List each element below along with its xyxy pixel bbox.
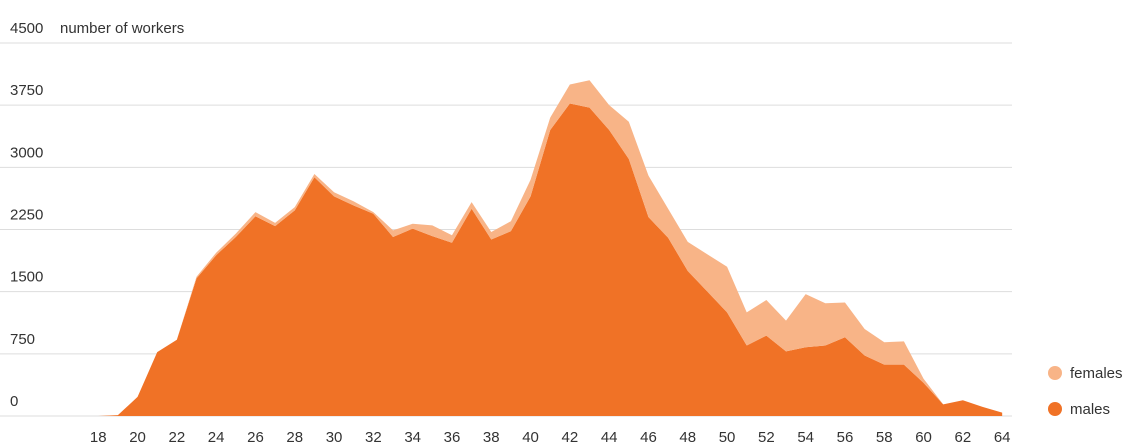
- y-tick-label: 750: [10, 331, 35, 348]
- x-tick-label: 24: [208, 429, 225, 445]
- x-tick-label: 50: [719, 429, 736, 445]
- x-tick-label: 20: [129, 429, 146, 445]
- x-tick-label: 38: [483, 429, 500, 445]
- x-tick-label: 56: [837, 429, 854, 445]
- legend-marker: [1048, 366, 1062, 380]
- y-axis-label: number of workers: [60, 20, 184, 37]
- x-tick-label: 32: [365, 429, 382, 445]
- y-tick-label: 3000: [10, 144, 43, 161]
- x-tick-label: 28: [286, 429, 303, 445]
- y-tick-label: 0: [10, 393, 18, 410]
- x-tick-label: 26: [247, 429, 264, 445]
- x-tick-label: 36: [444, 429, 461, 445]
- x-tick-label: 54: [797, 429, 814, 445]
- y-tick-label: 3750: [10, 82, 43, 99]
- x-tick-label: 42: [562, 429, 579, 445]
- legend-label: males: [1070, 401, 1110, 418]
- area: [98, 103, 1003, 417]
- x-tick-label: 64: [994, 429, 1011, 445]
- legend-label: females: [1070, 365, 1123, 382]
- x-tick-label: 30: [326, 429, 343, 445]
- y-tick-label: 2250: [10, 207, 43, 224]
- y-tick-label: 4500: [10, 20, 43, 37]
- x-tick-label: 48: [679, 429, 696, 445]
- x-tick-label: 18: [90, 429, 107, 445]
- x-tick-label: 52: [758, 429, 775, 445]
- x-tick-label: 44: [601, 429, 618, 445]
- x-tick-label: 58: [876, 429, 893, 445]
- x-tick-label: 62: [955, 429, 972, 445]
- x-tick-label: 46: [640, 429, 657, 445]
- y-tick-label: 1500: [10, 269, 43, 286]
- area: [98, 80, 1003, 417]
- x-tick-label: 22: [169, 429, 186, 445]
- legend-marker: [1048, 402, 1062, 416]
- x-tick-label: 60: [915, 429, 932, 445]
- x-tick-label: 34: [404, 429, 421, 445]
- x-tick-label: 40: [522, 429, 539, 445]
